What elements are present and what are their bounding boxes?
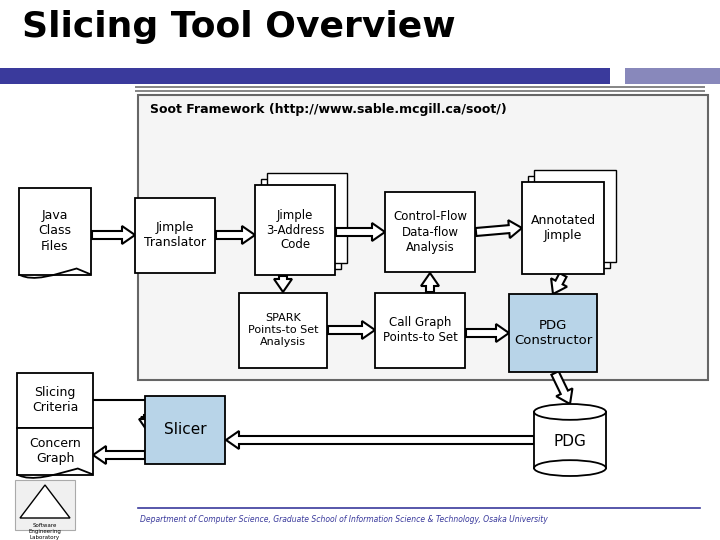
Polygon shape: [328, 321, 375, 339]
Polygon shape: [476, 220, 522, 238]
Polygon shape: [92, 226, 135, 244]
Polygon shape: [20, 485, 70, 518]
Text: Java
Class
Files: Java Class Files: [38, 210, 71, 253]
Bar: [375, 293, 465, 368]
Bar: [15, 480, 75, 530]
Ellipse shape: [534, 460, 606, 476]
Text: Slicer: Slicer: [163, 422, 207, 437]
Bar: [17, 373, 93, 428]
Bar: [135, 198, 215, 273]
Bar: [135, 86, 705, 88]
Polygon shape: [421, 273, 439, 292]
Bar: [267, 173, 347, 263]
Bar: [19, 187, 91, 274]
Bar: [138, 95, 708, 380]
Polygon shape: [226, 431, 534, 449]
Text: Slicing
Criteria: Slicing Criteria: [32, 386, 78, 414]
Bar: [0, 68, 610, 84]
Polygon shape: [552, 372, 572, 404]
Polygon shape: [551, 273, 567, 294]
Text: Annotated
Jimple: Annotated Jimple: [531, 214, 595, 242]
Bar: [528, 176, 610, 268]
Bar: [17, 428, 93, 475]
Bar: [255, 185, 335, 275]
Text: Jimple
3-Address
Code: Jimple 3-Address Code: [266, 208, 324, 252]
Text: Department of Computer Science, Graduate School of Information Science & Technol: Department of Computer Science, Graduate…: [140, 515, 548, 524]
Text: Soot Framework (http://www.sable.mcgill.ca/soot/): Soot Framework (http://www.sable.mcgill.…: [150, 103, 507, 116]
Bar: [625, 68, 720, 84]
Text: SPARK
Points-to Set
Analysis: SPARK Points-to Set Analysis: [248, 313, 318, 347]
Polygon shape: [139, 415, 157, 432]
Polygon shape: [274, 276, 292, 292]
Polygon shape: [216, 226, 255, 244]
Polygon shape: [93, 446, 145, 464]
Text: Software
Engineering
Laboratory: Software Engineering Laboratory: [29, 523, 61, 539]
Bar: [239, 293, 327, 368]
Bar: [385, 192, 475, 272]
Polygon shape: [141, 415, 159, 430]
Text: Concern
Graph: Concern Graph: [29, 437, 81, 465]
Bar: [534, 412, 606, 468]
Text: PDG
Constructor: PDG Constructor: [514, 319, 592, 347]
Bar: [145, 396, 225, 464]
Text: Control-Flow
Data-flow
Analysis: Control-Flow Data-flow Analysis: [393, 211, 467, 253]
Bar: [534, 170, 616, 262]
Bar: [261, 179, 341, 269]
Polygon shape: [336, 223, 385, 241]
Text: Jimple
Translator: Jimple Translator: [144, 221, 206, 249]
Text: Slicing Tool Overview: Slicing Tool Overview: [22, 10, 456, 44]
Ellipse shape: [534, 404, 606, 420]
Bar: [509, 294, 597, 372]
Text: PDG: PDG: [554, 434, 586, 449]
Text: Call Graph
Points-to Set: Call Graph Points-to Set: [382, 316, 457, 344]
Polygon shape: [466, 324, 509, 342]
Bar: [135, 90, 705, 92]
Bar: [522, 182, 604, 274]
